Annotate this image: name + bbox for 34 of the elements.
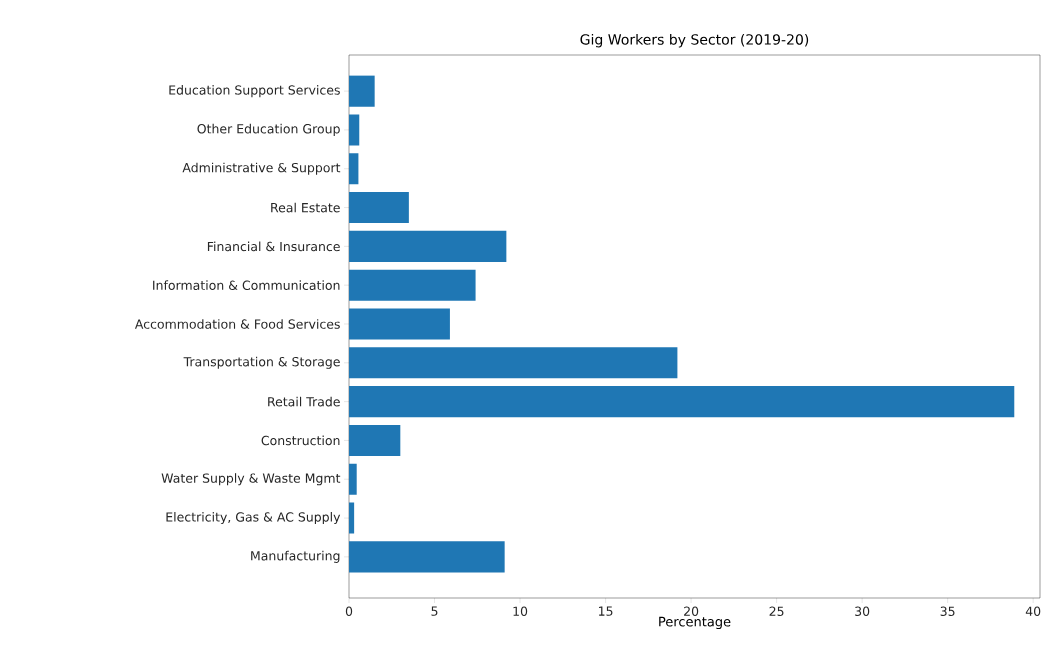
bar xyxy=(349,541,505,573)
chart-title: Gig Workers by Sector (2019-20) xyxy=(580,33,809,48)
y-tick-label: Financial & Insurance xyxy=(207,241,340,252)
y-tick-label: Education Support Services xyxy=(169,85,340,98)
bar xyxy=(349,424,401,456)
y-tick-label: Accommodation & Food Services xyxy=(134,319,340,329)
x-tick-label: 10 xyxy=(513,606,528,616)
y-tick-label: Electricity, Gas & AC Supply xyxy=(166,512,341,525)
y-tick-label: Transportation & Storage xyxy=(183,356,340,369)
x-tick-label: 35 xyxy=(940,606,955,616)
y-tick-label: Administrative & Support xyxy=(182,162,341,175)
bar xyxy=(349,386,1015,418)
x-tick-label: 30 xyxy=(855,606,870,616)
y-tick-label: Water Supply & Waste Mgmt xyxy=(161,473,341,486)
x-tick-label: 25 xyxy=(769,606,784,616)
bar xyxy=(349,463,357,495)
y-tick-label: Other Education Group xyxy=(197,123,340,136)
bar xyxy=(349,347,678,379)
x-tick-label: 5 xyxy=(431,606,438,616)
y-tick-label: Real Estate xyxy=(271,202,340,213)
y-tick-label: Manufacturing xyxy=(251,550,340,563)
x-axis-title: Percentage xyxy=(659,616,731,630)
bar xyxy=(349,269,476,301)
x-tick-label: 40 xyxy=(1025,606,1041,616)
y-tick-label: Retail Trade xyxy=(268,396,340,407)
y-tick-label: Information & Communication xyxy=(153,280,340,290)
y-tick-label: Construction xyxy=(261,435,340,446)
x-tick-label: 20 xyxy=(684,606,699,616)
bar xyxy=(349,230,507,262)
bar xyxy=(349,192,409,224)
bar xyxy=(349,308,450,340)
x-tick-label: 15 xyxy=(598,606,613,616)
x-tick-label: 0 xyxy=(345,606,353,616)
bar xyxy=(349,75,375,107)
